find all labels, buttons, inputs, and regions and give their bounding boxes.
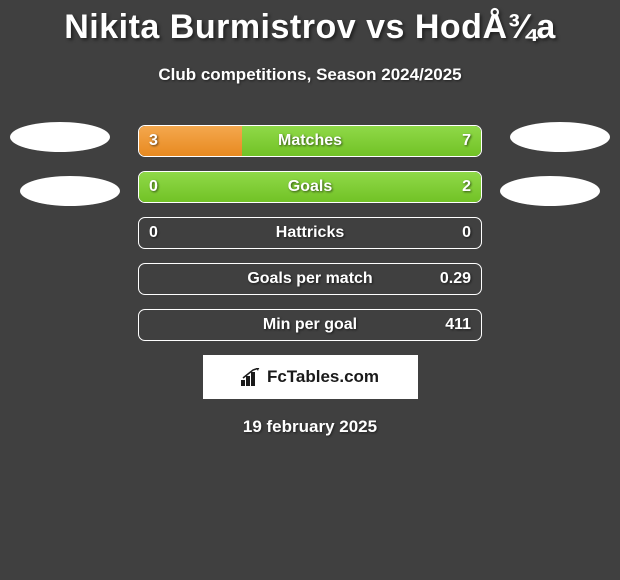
page-title: Nikita Burmistrov vs HodÅ¾a [0, 0, 620, 47]
stat-row: 0 Hattricks 0 [0, 217, 620, 249]
bar-container: 0 Hattricks 0 [138, 217, 482, 249]
stat-row: 0 Goals 2 [0, 171, 620, 203]
stat-label: Matches [278, 132, 342, 150]
stat-label: Goals [288, 178, 332, 196]
date-text: 19 february 2025 [0, 417, 620, 437]
value-left: 0 [149, 224, 158, 242]
value-right: 0.29 [440, 270, 471, 288]
value-left: 0 [149, 178, 158, 196]
chart-icon [241, 368, 263, 386]
stat-row: Min per goal 411 [0, 309, 620, 341]
bar-container: Min per goal 411 [138, 309, 482, 341]
bar-container: 0 Goals 2 [138, 171, 482, 203]
stat-label: Min per goal [263, 316, 357, 334]
stat-row: 3 Matches 7 [0, 125, 620, 157]
bar-container: Goals per match 0.29 [138, 263, 482, 295]
stat-label: Hattricks [276, 224, 344, 242]
comparison-container: 3 Matches 7 0 Goals 2 0 Hattricks 0 Goal… [0, 125, 620, 341]
value-right: 7 [462, 132, 471, 150]
value-right: 2 [462, 178, 471, 196]
value-left: 3 [149, 132, 158, 150]
footer-badge-text: FcTables.com [267, 367, 379, 387]
bar-container: 3 Matches 7 [138, 125, 482, 157]
value-right: 0 [462, 224, 471, 242]
page-subtitle: Club competitions, Season 2024/2025 [0, 65, 620, 85]
value-right: 411 [445, 316, 471, 334]
stat-row: Goals per match 0.29 [0, 263, 620, 295]
footer-badge: FcTables.com [203, 355, 418, 399]
stat-label: Goals per match [247, 270, 372, 288]
